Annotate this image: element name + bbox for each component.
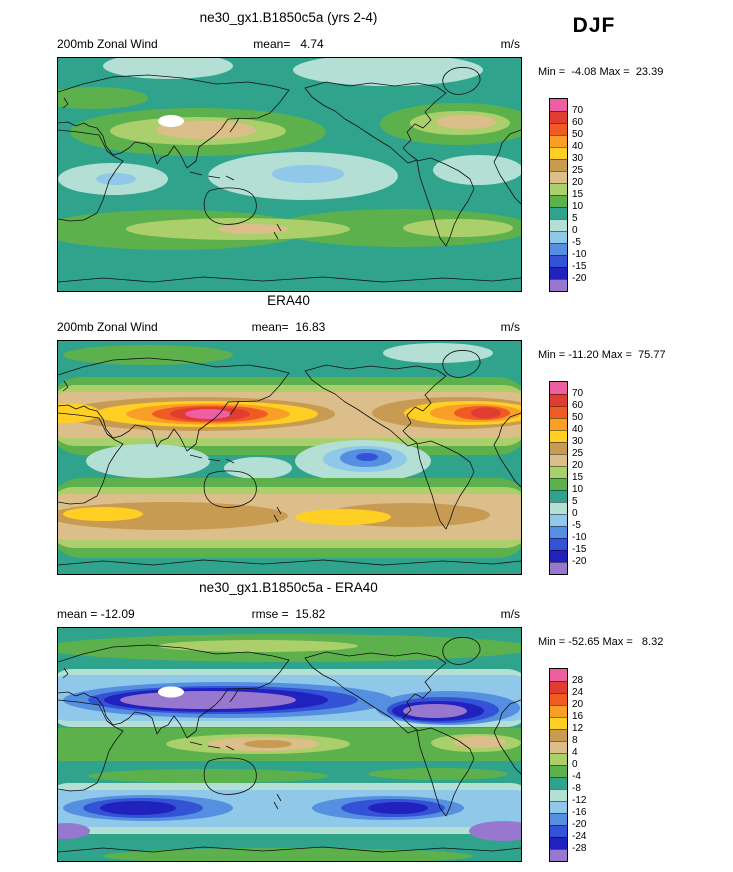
colorbar-tick-label: -15 <box>572 544 587 555</box>
colorbar-tick-label: 70 <box>572 388 584 399</box>
panel-title: ERA40 <box>267 293 310 308</box>
field-contours-difference <box>58 634 521 861</box>
colorbar-model: 70 60 50 40 30 25 20 15 10 5 0 -5 -10 -15 -20 <box>549 98 613 292</box>
colorbar-tick-label: 60 <box>572 117 584 128</box>
colorbar-tick-label: 20 <box>572 699 584 710</box>
colorbar-tick-label: 30 <box>572 436 584 447</box>
colorbar-tick-label: -5 <box>572 237 581 248</box>
colorbar-tick-label: 10 <box>572 201 584 212</box>
colorbar-tick-label: 20 <box>572 460 584 471</box>
colorbar-tick-label: -10 <box>572 532 587 543</box>
colorbar-tick-label: 5 <box>572 496 578 507</box>
mean-label: mean= 4.74 <box>253 37 324 51</box>
colorbar-tick-label: 0 <box>572 225 578 236</box>
minmax-stats: Min = -4.08 Max = 23.39 <box>538 66 664 78</box>
colorbar-obs: 70 60 50 40 30 25 20 15 10 5 0 -5 -10 -15 -20 <box>549 381 613 575</box>
colorbar-tick-label: -5 <box>572 520 581 531</box>
colorbar-tick-label: 20 <box>572 177 584 188</box>
colorbar-tick-label: -24 <box>572 831 587 842</box>
colorbar-tick-label: 0 <box>572 759 578 770</box>
colorbar-boxes <box>549 98 568 292</box>
panel-title: ne30_gx1.B1850c5a (yrs 2-4) <box>199 10 378 25</box>
colorbar-tick-label: 28 <box>572 675 584 686</box>
colorbar-boxes <box>549 381 568 575</box>
map-difference <box>57 627 522 862</box>
colorbar-tick-label: 25 <box>572 448 584 459</box>
colorbar-tick-label: -20 <box>572 819 587 830</box>
map-model <box>57 57 522 292</box>
units-label: m/s <box>500 37 520 51</box>
panel-header-row: mean = -12.09 rmse = 15.82 m/s <box>57 607 520 623</box>
colorbar-tick-label: 50 <box>572 412 584 423</box>
colorbar-tick-label: -10 <box>572 249 587 260</box>
units-label: m/s <box>500 320 520 334</box>
colorbar-tick-label: 60 <box>572 400 584 411</box>
minmax-stats: Min = -11.20 Max = 75.77 <box>538 349 666 361</box>
colorbar-tick-label: 0 <box>572 508 578 519</box>
colorbar-tick-label: 12 <box>572 723 584 734</box>
colorbar-tick-label: 50 <box>572 129 584 140</box>
colorbar-tick-label: 24 <box>572 687 584 698</box>
panel-model: ne30_gx1.B1850c5a (yrs 2-4) 200mb Zonal … <box>0 0 733 292</box>
colorbar-tick-label: 15 <box>572 472 584 483</box>
panel-title: ne30_gx1.B1850c5a - ERA40 <box>199 580 378 595</box>
mean-label: mean = -12.09 <box>57 607 135 621</box>
colorbar-tick-label: 40 <box>572 141 584 152</box>
panel-obs: ERA40 200mb Zonal Wind mean= 16.83 m/s <box>0 283 733 575</box>
colorbar-tick-label: 40 <box>572 424 584 435</box>
colorbar-tick-label: -20 <box>572 556 587 567</box>
mean-label: mean= 16.83 <box>251 320 326 334</box>
colorbar-difference: 28 24 20 16 12 8 4 0 -4 -8 -12 -16 -20 -24 -28 <box>549 668 613 862</box>
colorbar-tick-label: 15 <box>572 189 584 200</box>
colorbar-tick-label: -4 <box>572 771 581 782</box>
variable-label: 200mb Zonal Wind <box>57 37 158 51</box>
colorbar-tick-label: -8 <box>572 783 581 794</box>
colorbar-boxes <box>549 668 568 862</box>
colorbar-tick-label: 25 <box>572 165 584 176</box>
panel-header-row: 200mb Zonal Wind mean= 16.83 m/s <box>57 320 520 336</box>
season-label: DJF <box>572 14 616 37</box>
colorbar-tick-label: 5 <box>572 213 578 224</box>
colorbar-tick-label: 16 <box>572 711 584 722</box>
colorbar-tick-label: -28 <box>572 843 587 854</box>
field-contours-obs <box>58 343 521 558</box>
rmse-label: rmse = 15.82 <box>251 607 326 621</box>
colorbar-tick-label: 10 <box>572 484 584 495</box>
panel-header-row: 200mb Zonal Wind mean= 4.74 m/s <box>57 37 520 53</box>
colorbar-tick-label: -20 <box>572 273 587 284</box>
colorbar-tick-label: 70 <box>572 105 584 116</box>
colorbar-tick-label: 30 <box>572 153 584 164</box>
units-label: m/s <box>500 607 520 621</box>
colorbar-tick-label: -16 <box>572 807 587 818</box>
variable-label: 200mb Zonal Wind <box>57 320 158 334</box>
colorbar-tick-label: 8 <box>572 735 578 746</box>
field-contours-model <box>58 58 521 250</box>
colorbar-tick-label: -12 <box>572 795 587 806</box>
colorbar-tick-label: -15 <box>572 261 587 272</box>
colorbar-tick-label: 4 <box>572 747 578 758</box>
panel-difference: ne30_gx1.B1850c5a - ERA40 mean = -12.09 … <box>0 570 733 862</box>
map-obs <box>57 340 522 575</box>
minmax-stats: Min = -52.65 Max = 8.32 <box>538 636 664 648</box>
